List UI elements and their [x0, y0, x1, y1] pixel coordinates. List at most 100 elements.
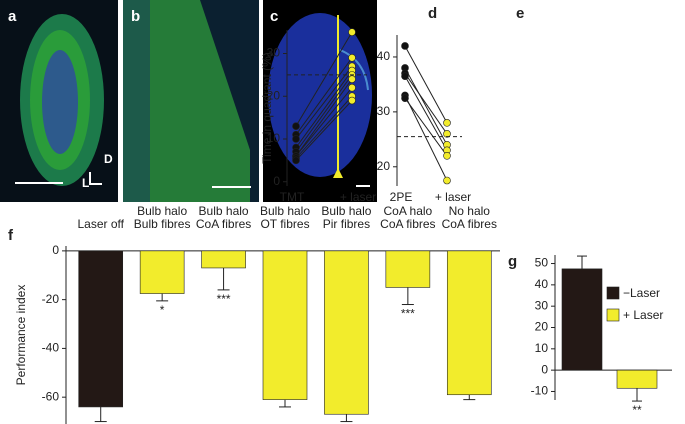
pair-line	[295, 100, 353, 161]
pair-line	[295, 70, 353, 148]
tissue-layer	[150, 0, 250, 202]
brain-section	[268, 13, 372, 177]
y-tick-label: 0	[273, 174, 280, 188]
point	[443, 152, 451, 160]
point	[443, 176, 451, 185]
point	[292, 122, 300, 130]
bulb-core	[42, 50, 78, 154]
point	[348, 83, 356, 92]
pair-line	[404, 73, 448, 135]
panel-label: f	[8, 227, 14, 244]
x-tick-label: OT fibres	[260, 217, 309, 231]
panel-label: d	[428, 5, 437, 22]
y-axis-label: Performance index	[14, 285, 28, 386]
y-tick-label: 30	[377, 104, 391, 118]
significance: **	[632, 403, 642, 417]
point	[443, 119, 451, 127]
y-tick-label: 10	[267, 131, 281, 145]
point	[401, 94, 409, 102]
y-tick-label: 30	[267, 46, 281, 60]
y-tick-label: 20	[377, 159, 391, 173]
significance: ***	[217, 292, 231, 306]
legend-swatch	[606, 286, 620, 300]
y-tick-label: 40	[535, 277, 549, 291]
bar	[385, 250, 431, 288]
panel-label: g	[508, 253, 517, 270]
x-tick-label: CoA fibres	[442, 217, 497, 231]
x-tick-label: TMT	[280, 190, 305, 204]
x-tick-label: CoA fibres	[196, 217, 251, 231]
legend-label: −Laser	[623, 286, 660, 300]
orientation-label: D	[104, 152, 113, 166]
bar	[616, 369, 658, 389]
x-tick-label: Laser off	[77, 217, 124, 231]
x-tick-label: Bulb fibres	[134, 217, 191, 231]
legend-swatch	[606, 308, 620, 322]
y-tick-label: 40	[377, 49, 391, 63]
y-tick-label: 0	[52, 243, 59, 257]
fibre-tip	[333, 168, 343, 178]
pair-line	[295, 31, 353, 127]
x-tick-label: + laser	[340, 190, 376, 204]
x-tick-label: Pir fibres	[323, 217, 370, 231]
pair-line	[295, 78, 353, 157]
pair-line	[295, 74, 353, 153]
y-tick-label: -40	[42, 341, 60, 355]
orientation-arrows	[89, 172, 102, 185]
bar	[139, 250, 185, 294]
y-tick-label: -20	[42, 292, 60, 306]
x-tick-label: Bulb halo	[137, 204, 187, 218]
y-tick-label: 20	[267, 88, 281, 102]
pair-line	[404, 67, 448, 146]
x-tick-label: Bulb halo	[260, 204, 310, 218]
panel-label: a	[8, 8, 17, 25]
pair-line	[295, 57, 353, 136]
x-tick-label: Bulb halo	[199, 204, 249, 218]
pair-line	[404, 45, 448, 124]
significance: ***	[401, 307, 415, 321]
y-tick-label: -60	[42, 389, 60, 403]
y-tick-label: 30	[535, 298, 549, 312]
point	[292, 135, 300, 143]
point	[401, 72, 409, 80]
pair-line	[295, 66, 353, 140]
orientation-label: L	[82, 176, 89, 190]
x-tick-label: 2PE	[390, 190, 413, 204]
tissue-edge	[123, 0, 150, 202]
x-tick-label: Bulb halo	[321, 204, 371, 218]
y-tick-label: 50	[535, 256, 549, 270]
y-tick-label: -10	[531, 384, 549, 398]
panel-label: b	[131, 8, 140, 25]
y-axis-label: Time in quadrant (%)	[260, 52, 274, 164]
point	[443, 130, 451, 138]
x-tick-label: CoA fibres	[380, 217, 435, 231]
point	[401, 42, 409, 50]
y-tick-label: 10	[535, 341, 549, 355]
bar	[78, 250, 124, 408]
bar	[446, 250, 492, 396]
pair-line	[295, 87, 353, 157]
bar	[561, 268, 603, 371]
significance: *	[160, 303, 165, 317]
pair-line	[404, 75, 448, 151]
pair-line	[404, 97, 448, 157]
bar	[262, 250, 308, 400]
y-tick-label: 20	[535, 320, 549, 334]
panel-label: e	[516, 5, 524, 22]
point	[292, 156, 300, 165]
x-tick-label: No halo	[449, 204, 491, 218]
panel-label: c	[270, 8, 278, 25]
x-tick-label: CoA halo	[384, 204, 433, 218]
point	[348, 53, 356, 62]
x-tick-label: + laser	[435, 190, 471, 204]
point	[348, 28, 356, 36]
hippocampus	[339, 49, 369, 91]
legend-label: + Laser	[623, 308, 663, 322]
pair-line	[404, 95, 448, 181]
point	[348, 96, 356, 105]
y-tick-label: 0	[541, 362, 548, 376]
pair-line	[295, 95, 353, 159]
point	[348, 75, 356, 83]
bar	[201, 250, 246, 269]
